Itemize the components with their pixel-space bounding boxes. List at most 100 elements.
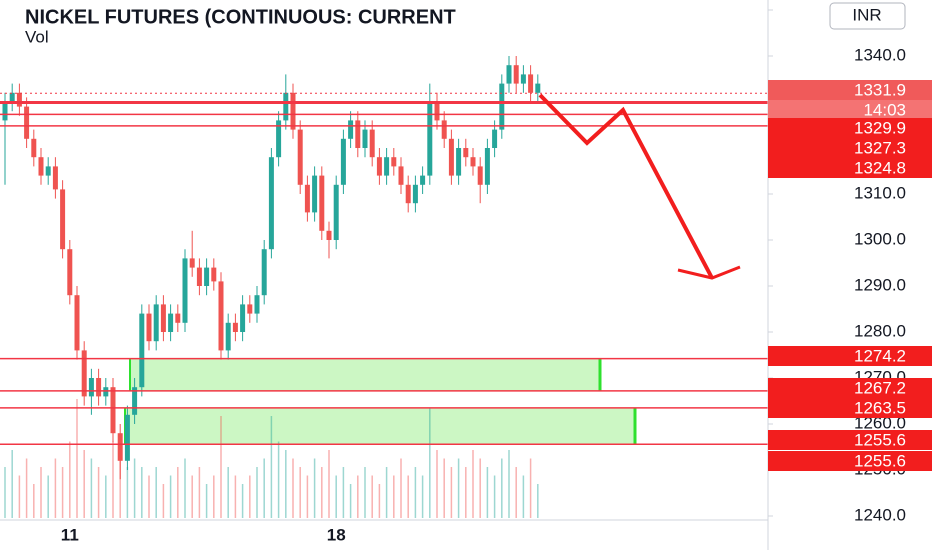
candle-body xyxy=(124,414,130,461)
level-label: 1274.2 xyxy=(854,346,906,365)
candle-body xyxy=(355,120,361,148)
level-label-box xyxy=(768,398,932,418)
volume-bar xyxy=(177,467,179,518)
candle-body xyxy=(196,267,202,286)
currency-button[interactable] xyxy=(829,2,906,30)
candle-body xyxy=(384,157,390,176)
volume-bar xyxy=(119,450,121,518)
volume-bar xyxy=(465,467,467,518)
candle-body xyxy=(153,304,159,342)
volume-bar xyxy=(40,467,42,518)
y-tick-label: 1310.0 xyxy=(854,183,906,202)
y-tick-label: 1340.0 xyxy=(854,45,906,64)
volume-bar xyxy=(126,467,129,518)
volume-bar xyxy=(342,467,345,518)
level-label: 1267.2 xyxy=(854,378,906,397)
volume-bar xyxy=(141,467,143,518)
volume-label: Vol xyxy=(25,27,49,46)
volume-bar xyxy=(306,475,309,518)
level-label-box xyxy=(768,378,932,398)
candle-body xyxy=(132,387,138,415)
candle-body xyxy=(160,304,166,332)
y-tick-label: 1280.0 xyxy=(854,321,906,340)
countdown-label-box xyxy=(768,100,932,120)
volume-bar xyxy=(205,484,208,518)
candle-body xyxy=(38,157,44,176)
volume-bar xyxy=(54,458,57,518)
x-tick-label: 11 xyxy=(61,525,79,544)
candle-body xyxy=(52,166,58,190)
zone xyxy=(130,358,600,391)
volume-bar xyxy=(83,450,85,518)
volume-bar xyxy=(414,467,417,518)
candle-body xyxy=(182,258,188,323)
volume-bar xyxy=(407,475,409,518)
candle-body xyxy=(506,65,512,84)
volume-bar xyxy=(537,484,539,518)
volume-bar xyxy=(227,467,229,518)
volume-bar xyxy=(277,441,280,518)
candle-body xyxy=(232,322,238,332)
candle-body xyxy=(513,65,519,84)
candle-body xyxy=(283,92,289,121)
level-label: 1263.5 xyxy=(854,398,906,417)
volume-bar xyxy=(357,475,359,518)
candle-body xyxy=(67,249,73,296)
level-label-box xyxy=(768,118,932,138)
volume-bar xyxy=(385,467,388,518)
candle-body xyxy=(362,129,368,148)
volume-bar xyxy=(256,467,258,518)
candle-body xyxy=(535,83,541,93)
volume-bar xyxy=(493,475,496,518)
volume-bar xyxy=(18,475,21,518)
volume-bar xyxy=(97,467,100,518)
volume-bar xyxy=(270,416,273,518)
level-label-box xyxy=(768,451,932,471)
volume-bar xyxy=(508,450,510,518)
arrow-head xyxy=(677,265,741,280)
candle-body xyxy=(448,138,454,176)
candle-body xyxy=(247,304,253,314)
level-label: 1327.3 xyxy=(854,138,906,157)
volume-bar xyxy=(378,484,381,518)
candle-body xyxy=(74,295,80,351)
candle-body xyxy=(434,102,440,121)
candle-body xyxy=(456,148,462,176)
level-label-box xyxy=(768,158,932,178)
volume-bar xyxy=(371,475,373,518)
volume-bar xyxy=(436,450,438,518)
volume-bar xyxy=(364,467,366,518)
volume-bar xyxy=(61,467,64,518)
candle-body xyxy=(254,295,260,314)
volume-bar xyxy=(501,458,503,518)
volume-bar xyxy=(299,467,301,518)
volume-bar xyxy=(76,399,78,518)
candle-body xyxy=(463,148,469,158)
volume-bar xyxy=(241,484,244,518)
volume-bar xyxy=(263,458,265,518)
volume-bar xyxy=(162,484,165,518)
candle-body xyxy=(175,313,181,323)
candle-body xyxy=(276,120,282,158)
candle-body xyxy=(326,230,332,240)
candle-body xyxy=(168,313,174,332)
volume-bar xyxy=(450,467,453,518)
candle-body xyxy=(348,120,354,139)
candle-body xyxy=(9,92,15,102)
currency-label[interactable]: INR xyxy=(852,5,881,24)
candle-body xyxy=(2,102,8,121)
volume-bar xyxy=(169,475,172,518)
volume-bar xyxy=(69,441,71,518)
candle-body xyxy=(441,120,447,139)
candle-body xyxy=(499,83,505,130)
candle-body xyxy=(427,102,433,176)
level-label-box xyxy=(768,138,932,158)
last-price-label-box xyxy=(768,80,932,100)
y-tick-label: 1290.0 xyxy=(854,275,906,294)
candle-body xyxy=(45,166,51,176)
candle-body xyxy=(420,175,426,185)
price-axis: 1350.01340.01310.01300.01290.01280.01270… xyxy=(768,0,932,524)
volume-bar xyxy=(313,458,316,518)
level-label: 1329.9 xyxy=(854,118,906,137)
